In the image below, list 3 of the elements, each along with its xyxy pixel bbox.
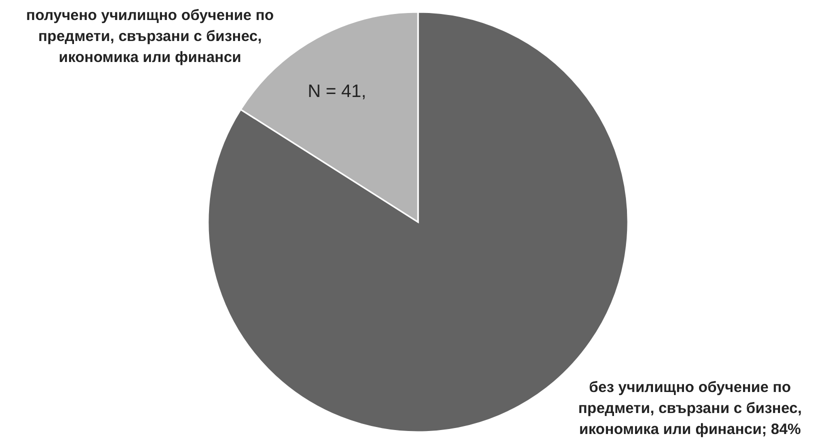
slice-label: без училищно обучение по предмети, свързани с бизнес, икономика или финанси; 84% bbox=[578, 379, 802, 438]
slice-label: получено училищно обучение по предмети, свързани с бизнес, икономика или финанси bbox=[26, 7, 274, 66]
text: N = 41, bbox=[308, 81, 366, 101]
